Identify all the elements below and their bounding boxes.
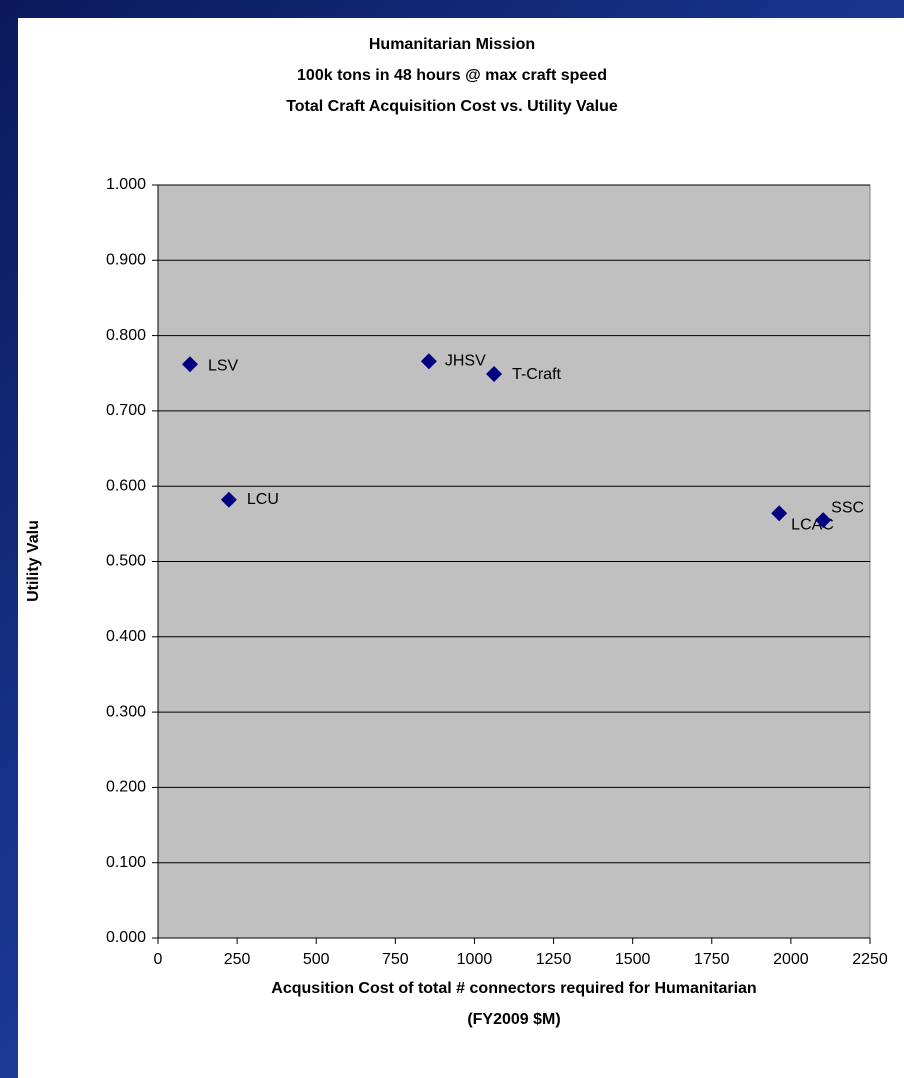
chart-title: Total Craft Acquisition Cost vs. Utility…	[286, 98, 618, 115]
chart-title: Humanitarian Mission	[369, 36, 535, 53]
point	[815, 512, 832, 529]
x-tick-label: 1500	[615, 951, 651, 968]
x-tick-label: 750	[382, 951, 409, 968]
point	[486, 366, 503, 383]
y-tick-label: 0.000	[106, 929, 146, 946]
x-axis-label: (FY2009 $M)	[467, 1011, 560, 1028]
y-tick-label: 0.600	[106, 477, 146, 494]
point-label: T-Craft	[512, 366, 561, 383]
y-tick-label: 0.700	[106, 402, 146, 419]
y-axis-label: Utility Valu	[25, 520, 42, 602]
y-tick-label: 0.800	[106, 327, 146, 344]
x-tick-label: 250	[224, 951, 251, 968]
y-tick-label: 0.200	[106, 779, 146, 796]
x-tick-label: 2250	[852, 951, 888, 968]
point	[420, 353, 437, 370]
y-tick-label: 0.300	[106, 703, 146, 720]
x-tick-label: 1000	[457, 951, 493, 968]
x-tick-label: 1750	[694, 951, 730, 968]
point	[771, 505, 788, 522]
x-tick-label: 2000	[773, 951, 809, 968]
x-tick-label: 500	[303, 951, 330, 968]
y-tick-label: 0.900	[106, 252, 146, 269]
y-tick-label: 0.400	[106, 628, 146, 645]
point	[220, 491, 237, 508]
chart-title: 100k tons in 48 hours @ max craft speed	[297, 67, 607, 84]
point	[181, 356, 198, 373]
x-tick-label: 0	[154, 951, 163, 968]
point-label: SSC	[831, 499, 864, 516]
y-tick-label: 1.000	[106, 176, 146, 193]
point-label: JHSV	[445, 352, 486, 369]
y-tick-label: 0.500	[106, 553, 146, 570]
y-tick-label: 0.100	[106, 854, 146, 871]
x-tick-label: 1250	[536, 951, 572, 968]
point-label: LSV	[208, 357, 239, 374]
point-label: LCU	[247, 491, 279, 508]
x-axis-label: Acqusition Cost of total # connectors re…	[271, 980, 756, 997]
